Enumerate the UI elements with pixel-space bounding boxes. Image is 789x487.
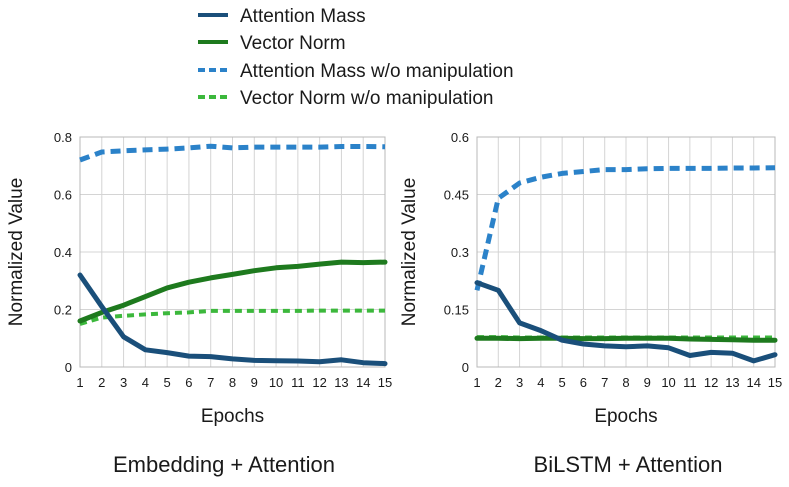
series-line-vector-norm — [77, 259, 388, 324]
legend-label: Vector Norm — [240, 33, 346, 54]
y-tick-label: 0 — [65, 360, 72, 375]
legend-entry-attention-mass-w-o-manipulation: Attention Mass w/o manipulation — [198, 61, 514, 82]
legend-label: Attention Mass — [240, 6, 366, 27]
x-tick-label: 9 — [644, 375, 651, 390]
plot-frame — [476, 136, 776, 368]
legend-entry-vector-norm: Vector Norm — [198, 33, 346, 54]
y-tick-label: 0.3 — [451, 245, 469, 260]
x-tick-label: 1 — [473, 375, 480, 390]
y-tick-label: 0.15 — [444, 303, 469, 318]
x-tick-label: 15 — [768, 375, 782, 390]
x-tick-label: 11 — [683, 375, 697, 390]
x-tick-label: 2 — [98, 375, 105, 390]
chart-bilstm-attention: 00.150.30.450.61 2 3 4 5 6 7 8 9 10 11 12 13 14 15Epoc… — [399, 130, 782, 477]
x-tick-label: 7 — [207, 375, 214, 390]
x-tick-label: 10 — [269, 375, 283, 390]
x-tick-label: 2 — [495, 375, 502, 390]
x-tick-label: 1 — [76, 375, 83, 390]
series-line-attention-mass-w-o-manipulation — [474, 165, 776, 291]
chart-embedding-attention: 00.20.40.60.81 2 3 4 5 6 7 8 9 10 11 12 13 14 15Epochs… — [6, 130, 392, 477]
x-tick-label: 6 — [580, 375, 587, 390]
x-tick-label: 13 — [725, 375, 739, 390]
x-tick-label: 14 — [356, 375, 370, 390]
x-tick-label: 10 — [661, 375, 675, 390]
legend-entry-attention-mass: Attention Mass — [198, 6, 366, 27]
x-tick-label: 11 — [291, 375, 305, 390]
x-tick-label: 6 — [185, 375, 192, 390]
y-axis-label: Normalized Value — [6, 178, 27, 327]
x-tick-label: 12 — [312, 375, 326, 390]
panel-title: BiLSTM + Attention — [534, 452, 723, 477]
x-tick-label: 12 — [704, 375, 718, 390]
y-tick-label: 0.8 — [54, 130, 72, 145]
y-tick-label: 0 — [462, 360, 469, 375]
y-axis-label: Normalized Value — [399, 178, 420, 327]
x-tick-label: 4 — [537, 375, 544, 390]
legend-label: Attention Mass w/o manipulation — [240, 61, 514, 82]
plot-frame — [79, 136, 386, 368]
legend-label: Vector Norm w/o manipulation — [240, 88, 493, 109]
series-line-attention-mass — [77, 272, 388, 367]
x-tick-label: 4 — [142, 375, 149, 390]
series-line-attention-mass-w-o-manipulation — [79, 143, 386, 163]
series-line-vector-norm-w-o-manipulation — [79, 308, 385, 326]
x-tick-label: 9 — [251, 375, 258, 390]
x-tick-label: 5 — [164, 375, 171, 390]
x-axis-label: Epochs — [594, 406, 657, 427]
x-tick-label: 8 — [622, 375, 629, 390]
x-axis-label: Epochs — [201, 406, 264, 427]
series-line-attention-mass — [474, 280, 778, 364]
y-tick-label: 0.2 — [54, 303, 72, 318]
x-tick-label: 3 — [120, 375, 127, 390]
x-tick-label: 7 — [601, 375, 608, 390]
x-tick-label: 8 — [229, 375, 236, 390]
x-tick-label: 13 — [334, 375, 348, 390]
legend: Attention Mass Vector Norm Attention Mass … — [198, 6, 514, 109]
panel-title: Embedding + Attention — [113, 452, 335, 477]
series-line-vector-norm — [474, 335, 778, 343]
x-tick-label: 14 — [746, 375, 760, 390]
x-tick-label: 15 — [378, 375, 392, 390]
gridlines — [79, 136, 386, 368]
y-tick-label: 0.6 — [451, 130, 469, 145]
legend-entry-vector-norm-w-o-manipulation: Vector Norm w/o manipulation — [198, 88, 493, 109]
x-tick-label: 5 — [559, 375, 566, 390]
y-tick-label: 0.45 — [444, 188, 469, 203]
x-tick-label: 3 — [516, 375, 523, 390]
y-tick-label: 0.6 — [54, 188, 72, 203]
y-tick-label: 0.4 — [54, 245, 72, 260]
